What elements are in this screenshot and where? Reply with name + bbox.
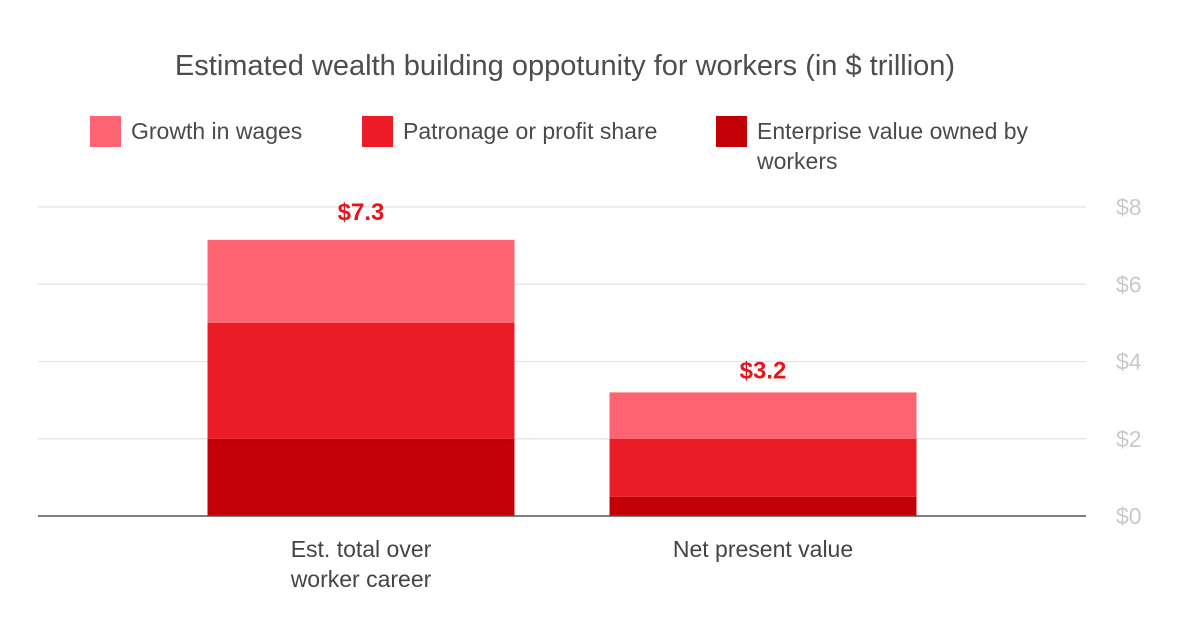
y-tick-label: $6	[1116, 271, 1142, 297]
y-tick-label: $2	[1116, 426, 1142, 452]
legend-swatch-patronage	[362, 116, 393, 147]
bar-segment	[609, 392, 917, 439]
y-tick-label: $4	[1116, 349, 1142, 375]
x-category-label: Net present value	[673, 536, 853, 562]
x-category-label: Est. total over	[291, 536, 432, 562]
legend-label-enterprise-value: Enterprise value owned by workers	[757, 118, 1029, 174]
chart-title: Estimated wealth building oppotunity for…	[174, 50, 956, 82]
y-tick-label: $8	[1116, 194, 1142, 220]
legend-swatch-growth-in-wages	[90, 116, 121, 147]
legend-label-patronage: Patronage or profit share	[403, 118, 658, 144]
bar-segment	[609, 496, 917, 516]
legend-label-growth-in-wages: Growth in wages	[131, 118, 303, 144]
x-category-label: worker career	[290, 566, 432, 592]
bar-segment	[207, 438, 515, 516]
legend-swatch-enterprise-value	[716, 116, 747, 147]
y-tick-label: $0	[1116, 503, 1142, 529]
bar-total-label: $3.2	[740, 357, 787, 384]
bar-segment	[207, 239, 515, 323]
bar-segment	[207, 322, 515, 439]
bar-total-label: $7.3	[338, 199, 385, 226]
bar-segment	[609, 438, 917, 497]
